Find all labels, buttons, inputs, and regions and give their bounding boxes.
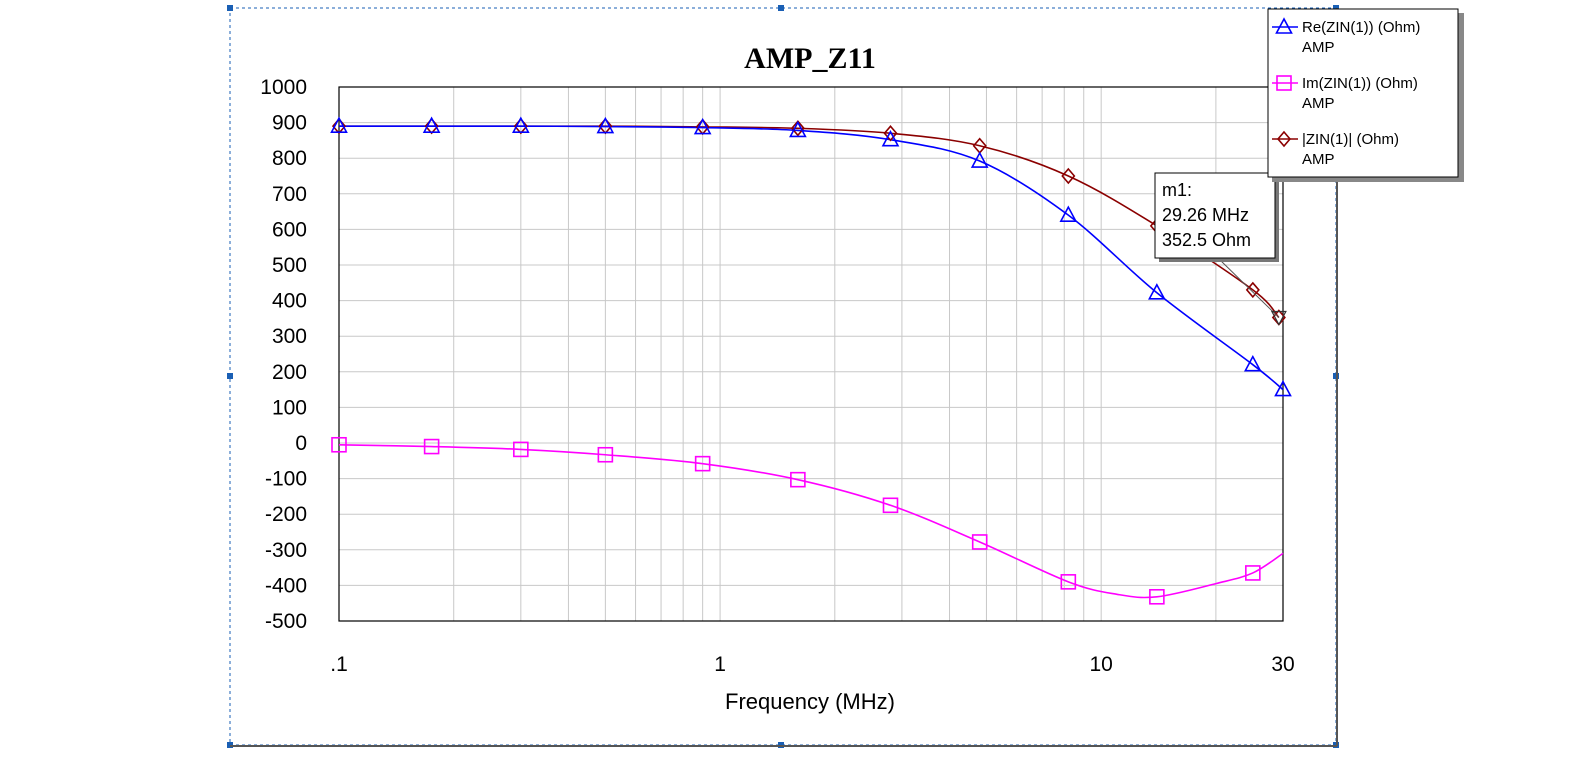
data-point-diamond bbox=[883, 125, 898, 142]
data-point-square bbox=[513, 441, 529, 458]
legend-series-name: |ZIN(1)| (Ohm) bbox=[1302, 131, 1399, 148]
legend[interactable]: Re(ZIN(1)) (Ohm) AMP Im(ZIN(1)) (Ohm) AMP |Z… bbox=[1267, 8, 1464, 182]
data-point-triangle bbox=[1059, 205, 1078, 222]
data-point-square bbox=[597, 446, 614, 463]
legend-swatch-triangle bbox=[1275, 17, 1293, 34]
data-point-square bbox=[882, 497, 899, 514]
data-point-square bbox=[331, 436, 347, 453]
marker-m1-name: m1: bbox=[1162, 180, 1192, 200]
data-point-square bbox=[694, 455, 711, 472]
y-tick-label: 500 bbox=[272, 254, 307, 277]
plot-area-border bbox=[338, 86, 1284, 622]
y-tick-label: -100 bbox=[265, 468, 307, 491]
x-axis-label: Frequency (MHz) bbox=[725, 689, 895, 714]
y-tick-label: 1000 bbox=[260, 76, 307, 99]
selection-handles[interactable] bbox=[227, 5, 1339, 748]
data-point-square bbox=[1149, 588, 1165, 605]
data-point-diamond bbox=[331, 117, 347, 135]
x-tick-label: 30 bbox=[1271, 653, 1294, 676]
y-tick-label: 800 bbox=[272, 147, 307, 170]
legend-swatch-diamond bbox=[1276, 130, 1292, 148]
y-tick-label: -300 bbox=[265, 539, 307, 562]
data-point-triangle bbox=[970, 151, 989, 168]
x-tick-label: 10 bbox=[1089, 653, 1112, 676]
series-line-2 bbox=[339, 125, 1280, 319]
series-markers bbox=[330, 116, 1292, 605]
data-point-square bbox=[971, 534, 988, 550]
plot-grid bbox=[338, 86, 1284, 622]
y-tick-label: 0 bbox=[295, 432, 307, 455]
legend-series-sub: AMP bbox=[1302, 151, 1335, 168]
y-tick-label: 700 bbox=[272, 183, 307, 206]
data-point-diamond bbox=[790, 120, 805, 137]
legend-series-sub: AMP bbox=[1302, 95, 1335, 112]
data-point-diamond bbox=[513, 117, 528, 135]
marker-m1-value: 352.5 Ohm bbox=[1162, 230, 1251, 250]
data-point-diamond bbox=[1061, 167, 1076, 185]
legend-series-name: Im(ZIN(1)) (Ohm) bbox=[1302, 75, 1418, 92]
y-tick-label: 200 bbox=[272, 361, 307, 384]
selection-handle[interactable] bbox=[227, 373, 233, 379]
legend-series-sub: AMP bbox=[1302, 39, 1335, 56]
series-lines bbox=[338, 125, 1284, 599]
x-axis-ticks: .1 1 10 30 bbox=[330, 653, 1294, 676]
marker-m1-freq: 29.26 MHz bbox=[1162, 205, 1249, 225]
series-line-1 bbox=[338, 443, 1284, 599]
y-tick-label: 600 bbox=[272, 218, 307, 241]
y-tick-label: 400 bbox=[272, 290, 307, 313]
y-axis-ticks: 10009008007006005004003002001000-100-200… bbox=[260, 76, 307, 633]
y-tick-label: 900 bbox=[272, 112, 307, 135]
data-point-triangle bbox=[1148, 283, 1166, 300]
data-point-triangle bbox=[596, 116, 615, 134]
legend-items: Re(ZIN(1)) (Ohm) AMP Im(ZIN(1)) (Ohm) AMP |Z… bbox=[1272, 17, 1420, 168]
data-point-square bbox=[790, 471, 806, 488]
y-tick-label: -200 bbox=[265, 503, 307, 526]
data-point-diamond bbox=[424, 117, 439, 135]
selection-handle[interactable] bbox=[227, 5, 233, 11]
y-tick-label: -500 bbox=[265, 610, 307, 633]
marker-m1-leader bbox=[1217, 257, 1280, 318]
data-point-triangle bbox=[1274, 379, 1292, 397]
legend-box[interactable] bbox=[1267, 8, 1459, 178]
marker-m1-box[interactable] bbox=[1154, 172, 1276, 259]
data-point-triangle bbox=[881, 129, 900, 147]
chart-frame[interactable] bbox=[229, 7, 1337, 746]
marker-m1-point[interactable] bbox=[1270, 310, 1287, 326]
x-tick-label: 1 bbox=[714, 653, 726, 676]
x-tick-label: .1 bbox=[330, 653, 348, 676]
chart-title: AMP_Z11 bbox=[744, 42, 876, 75]
series-line-0 bbox=[339, 125, 1284, 391]
data-point-triangle bbox=[1243, 354, 1262, 372]
marker-m1-callout[interactable]: m1: 29.26 MHz 352.5 Ohm bbox=[1154, 172, 1287, 326]
selection-handle[interactable] bbox=[778, 5, 784, 11]
data-point-square bbox=[1060, 574, 1077, 590]
data-point-triangle bbox=[330, 116, 348, 133]
y-tick-label: 100 bbox=[272, 396, 307, 419]
data-point-triangle bbox=[789, 120, 807, 138]
data-point-square bbox=[423, 438, 440, 455]
y-tick-label: 300 bbox=[272, 325, 307, 348]
legend-series-name: Re(ZIN(1)) (Ohm) bbox=[1302, 19, 1420, 36]
data-point-square bbox=[1245, 565, 1261, 581]
data-point-triangle bbox=[511, 116, 530, 133]
data-point-triangle bbox=[422, 116, 441, 133]
legend-swatch-square bbox=[1276, 75, 1292, 91]
data-point-triangle bbox=[693, 117, 712, 135]
y-tick-label: -400 bbox=[265, 574, 307, 597]
